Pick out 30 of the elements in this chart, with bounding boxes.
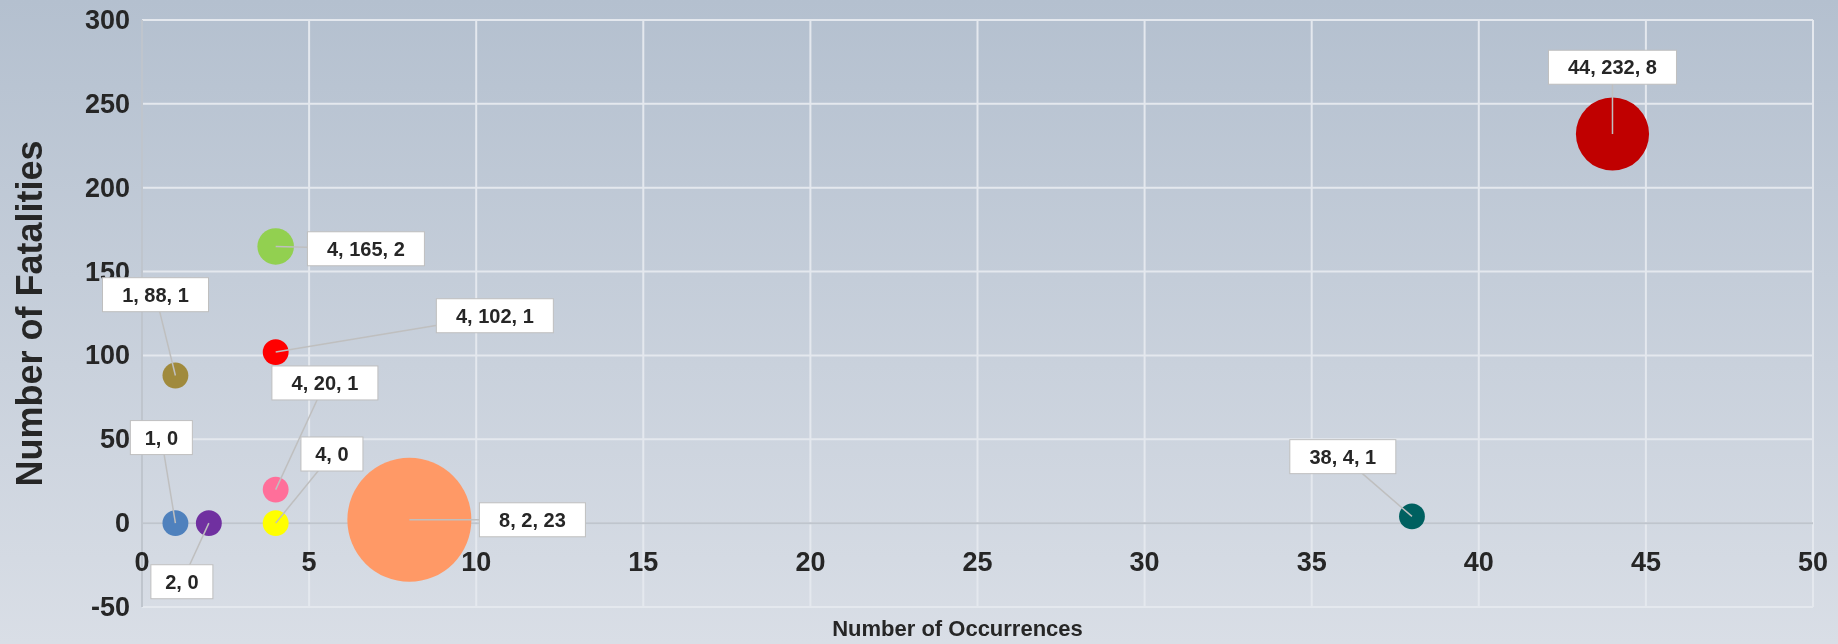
data-label: 4, 0 [315,442,349,465]
data-label: 4, 165, 2 [327,237,405,260]
x-tick-label: 15 [628,547,659,578]
y-tick-label: 200 [84,172,130,203]
data-label: 44, 232, 8 [1568,56,1657,79]
data-label: 8, 2, 23 [499,508,566,531]
y-tick-label: 250 [84,88,130,119]
x-tick-label: 5 [301,547,317,578]
y-tick-label: -50 [90,592,130,622]
x-axis-title: Number of Occurrences [832,616,1083,641]
y-tick-label: 100 [84,340,130,371]
x-tick-label: 25 [962,547,993,578]
data-label: 1, 88, 1 [122,283,189,306]
x-tick-label: 30 [1129,547,1160,578]
x-tick-label: 45 [1630,547,1661,578]
data-label: 1, 0 [144,426,179,449]
y-tick-label: 50 [99,424,130,455]
x-tick-label: 40 [1463,547,1494,578]
data-label: 38, 4, 1 [1309,445,1377,468]
y-axis-title: Number of Fatalities [9,140,50,487]
x-tick-label: 10 [461,547,492,578]
x-tick-label: 35 [1296,547,1327,578]
x-tick-label: 20 [795,547,826,578]
x-tick-label: 50 [1797,547,1829,578]
y-tick-label: 0 [114,508,130,539]
data-label: 4, 20, 1 [291,371,359,394]
x-tick-label: 0 [134,547,150,578]
y-tick-label: 300 [84,5,130,35]
data-label: 4, 102, 1 [455,304,534,327]
data-label: 2, 0 [165,570,199,593]
